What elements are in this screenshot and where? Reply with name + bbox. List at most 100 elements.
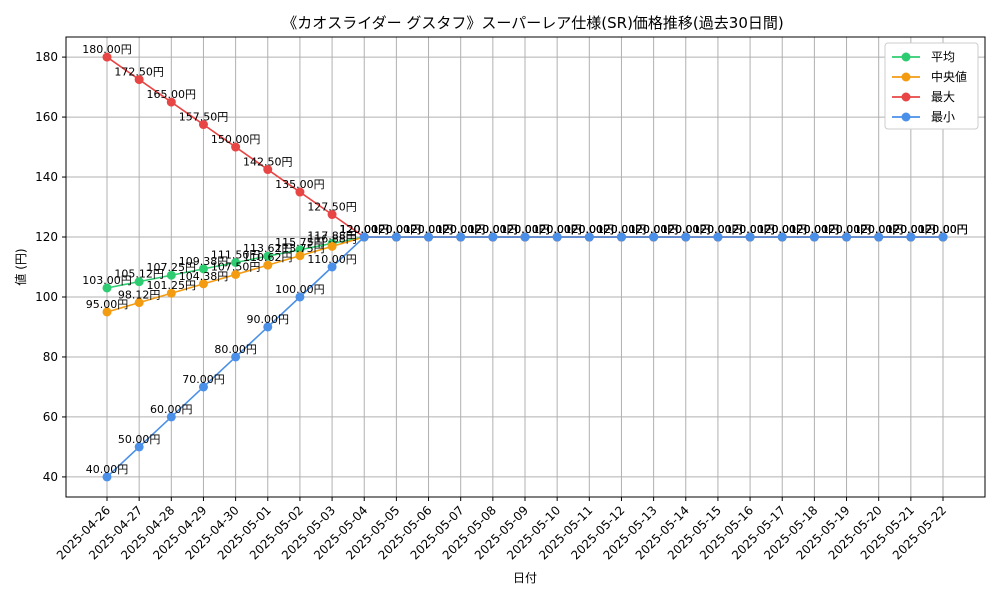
data-label: 120.00円 — [918, 223, 968, 236]
data-label: 120.00円 — [532, 223, 582, 236]
data-label: 115.75円 — [275, 236, 325, 249]
data-label: 120.00円 — [629, 223, 679, 236]
data-label: 120.00円 — [339, 223, 389, 236]
data-label: 110.62円 — [243, 251, 293, 264]
data-point — [198, 382, 208, 392]
y-axis-label: 値 (円) — [13, 248, 28, 285]
data-point — [906, 232, 916, 242]
data-label: 120.00円 — [918, 223, 968, 236]
data-point — [102, 307, 112, 317]
data-label: 120.00円 — [372, 223, 422, 236]
data-label: 120.00円 — [725, 223, 775, 236]
data-label: 120.00円 — [886, 223, 936, 236]
legend-marker — [901, 52, 911, 62]
data-label: 120.00円 — [918, 223, 968, 236]
data-point — [584, 232, 594, 242]
data-label: 120.00円 — [790, 223, 840, 236]
data-label: 120.00円 — [404, 223, 454, 236]
data-label: 120.00円 — [500, 223, 550, 236]
data-point — [713, 232, 723, 242]
data-label: 120.00円 — [757, 223, 807, 236]
legend-marker — [901, 72, 911, 82]
data-point — [295, 292, 305, 302]
data-label: 127.50円 — [307, 201, 357, 214]
data-label: 120.00円 — [468, 223, 518, 236]
data-label: 120.00円 — [372, 223, 422, 236]
data-label: 120.00円 — [693, 223, 743, 236]
data-label: 135.00円 — [275, 178, 325, 191]
data-labels: 103.00円105.12円107.25円109.38円111.50円113.6… — [82, 43, 968, 476]
data-label: 100.00円 — [275, 283, 325, 296]
legend-label: 最小 — [931, 110, 955, 124]
data-point — [102, 472, 112, 482]
data-label: 150.00円 — [211, 133, 261, 146]
legend-marker — [901, 92, 911, 102]
data-label: 120.00円 — [854, 223, 904, 236]
data-label: 120.00円 — [532, 223, 582, 236]
data-label: 120.00円 — [372, 223, 422, 236]
data-point — [777, 232, 787, 242]
data-label: 107.50円 — [211, 260, 261, 273]
data-label: 120.00円 — [757, 223, 807, 236]
legend-label: 中央値 — [931, 69, 967, 84]
data-label: 105.12円 — [114, 268, 164, 281]
x-axis-label: 日付 — [513, 571, 537, 585]
data-point — [263, 165, 273, 175]
data-label: 120.00円 — [597, 223, 647, 236]
data-point — [231, 258, 241, 268]
data-label: 120.00円 — [790, 223, 840, 236]
data-label: 120.00円 — [565, 223, 615, 236]
data-label: 120.00円 — [372, 223, 422, 236]
data-label: 120.00円 — [661, 223, 711, 236]
data-label: 109.38円 — [179, 255, 229, 268]
data-point — [520, 232, 530, 242]
data-label: 120.00円 — [532, 223, 582, 236]
series-group — [102, 52, 948, 482]
data-label: 120.00円 — [661, 223, 711, 236]
data-point — [263, 251, 273, 261]
data-label: 120.00円 — [565, 223, 615, 236]
y-axis-ticks: 40 60 80 100 120 140 160 180 — [35, 50, 66, 484]
data-label: 90.00円 — [247, 313, 290, 326]
data-point — [391, 232, 401, 242]
data-point — [327, 241, 337, 251]
data-point — [231, 352, 241, 362]
data-label: 120.00円 — [661, 223, 711, 236]
data-point — [874, 232, 884, 242]
y-tick-label: 180 — [35, 50, 58, 64]
data-label: 50.00円 — [118, 433, 161, 446]
data-label: 120.00円 — [565, 223, 615, 236]
data-point — [295, 187, 305, 197]
data-label: 120.00円 — [597, 223, 647, 236]
data-point — [745, 232, 755, 242]
data-point — [552, 232, 562, 242]
data-label: 120.00円 — [725, 223, 775, 236]
data-label: 120.00円 — [339, 223, 389, 236]
data-label: 120.00円 — [822, 223, 872, 236]
data-label: 120.00円 — [436, 223, 486, 236]
data-label: 113.62円 — [243, 242, 293, 255]
data-label: 120.00円 — [629, 223, 679, 236]
data-point — [198, 264, 208, 274]
data-point — [295, 251, 305, 261]
data-point — [263, 322, 273, 332]
data-label: 120.00円 — [404, 223, 454, 236]
legend-label: 平均 — [931, 50, 955, 64]
data-point — [166, 288, 176, 298]
data-label: 60.00円 — [150, 403, 193, 416]
data-label: 120.00円 — [532, 223, 582, 236]
data-point — [327, 262, 337, 272]
data-label: 120.00円 — [854, 223, 904, 236]
data-label: 120.00円 — [725, 223, 775, 236]
chart-title: 《カオスライダー グスタフ》スーパーレア仕様(SR)価格推移(過去30日間) — [282, 14, 783, 32]
y-tick-label: 160 — [35, 110, 58, 124]
data-label: 111.50円 — [211, 249, 261, 262]
data-point — [327, 210, 337, 220]
data-label: 120.00円 — [597, 223, 647, 236]
data-point — [456, 232, 466, 242]
data-point — [134, 277, 144, 287]
data-point — [359, 232, 369, 242]
data-label: 120.00円 — [436, 223, 486, 236]
data-point — [424, 232, 434, 242]
